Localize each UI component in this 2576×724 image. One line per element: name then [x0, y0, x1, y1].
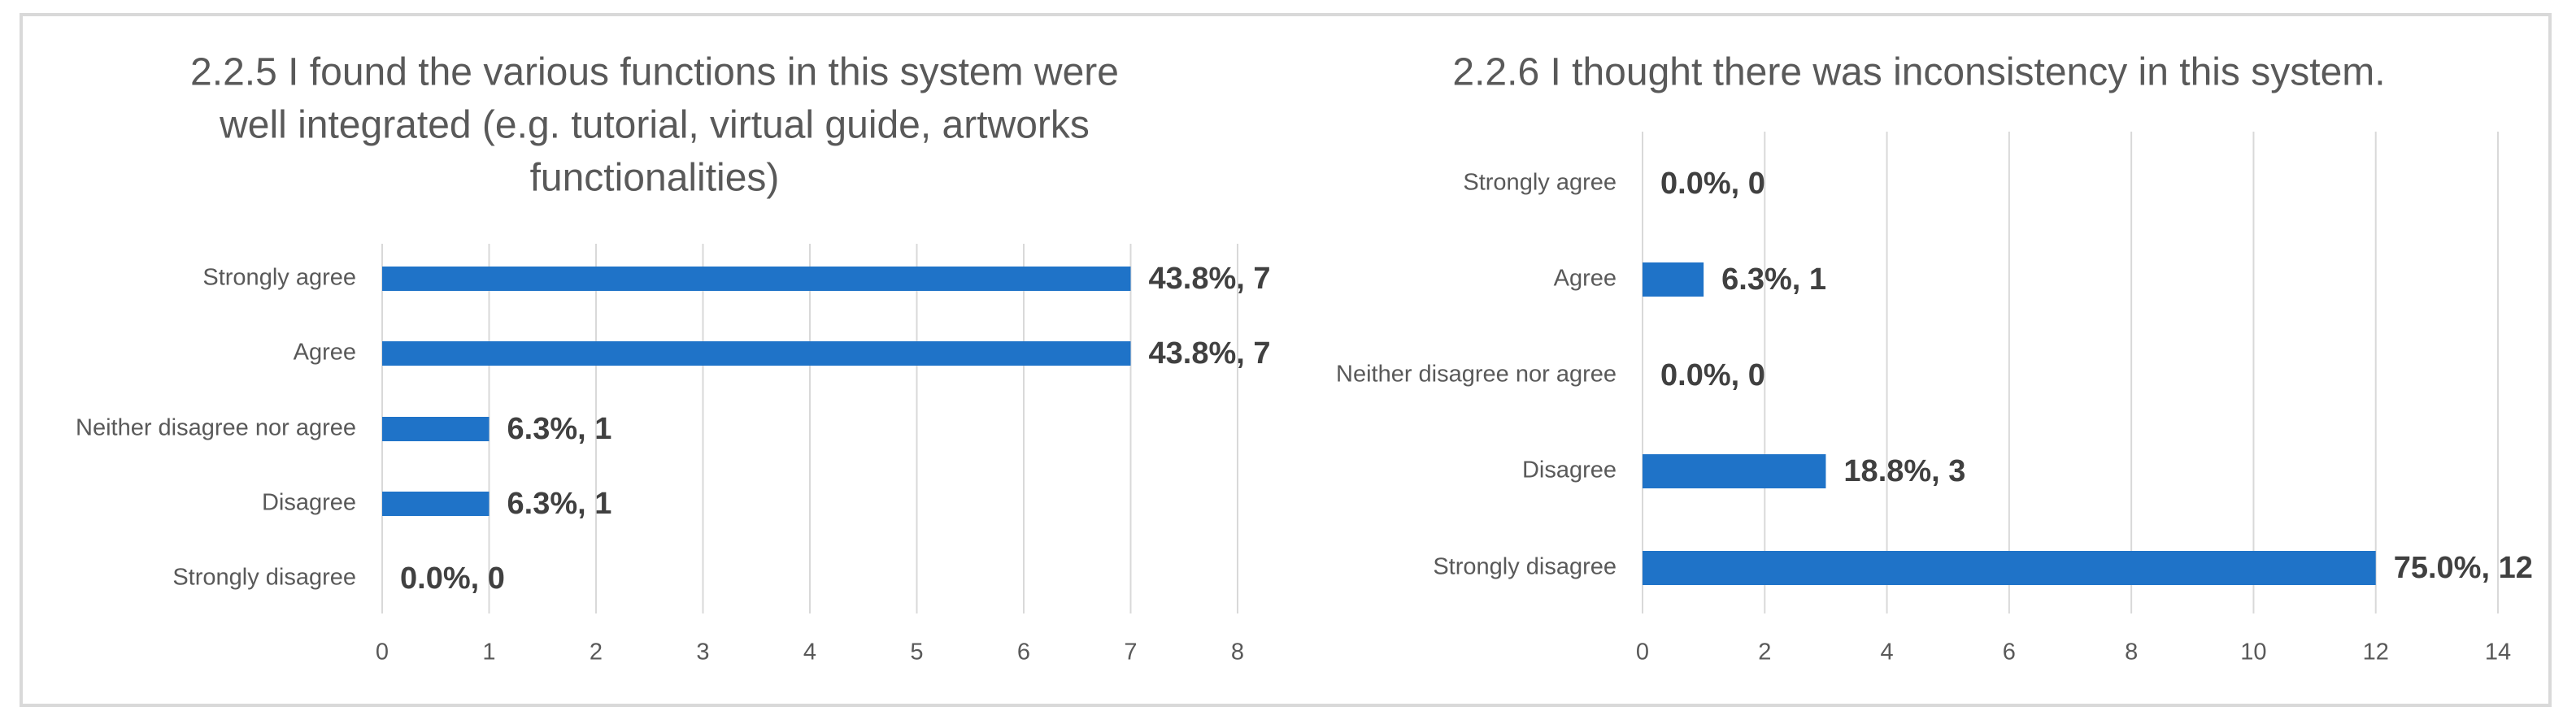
chart2-category-label-agree: Agree: [1554, 266, 1617, 292]
chart2-bar-disagree: [1643, 454, 1826, 488]
chart1-category-label-strongly-disagree: Strongly disagree: [172, 565, 356, 591]
chart2-title-line-1: 2.2.6 I thought there was inconsistency …: [1452, 51, 2385, 94]
chart2-bar-agree: [1643, 262, 1704, 297]
chart2-category-label-strongly-disagree: Strongly disagree: [1433, 554, 1617, 580]
chart2-x-tick-label: 12: [2363, 639, 2389, 665]
chart1-category-label-strongly-agree: Strongly agree: [202, 265, 356, 291]
chart1-x-tick-label: 6: [1017, 639, 1030, 665]
chart1-title-line-2: well integrated (e.g. tutorial, virtual …: [219, 104, 1090, 147]
chart2-category-label-disagree: Disagree: [1522, 457, 1617, 483]
chart1-bar-neither-disagree-nor-agree: [382, 417, 490, 441]
chart2-data-label-neither-disagree-nor-agree: 0.0%, 0: [1660, 358, 1765, 392]
chart2-data-label-strongly-disagree: 75.0%, 12: [2394, 551, 2533, 585]
chart1-bar-disagree: [382, 492, 490, 516]
chart2-x-tick-label: 8: [2125, 639, 2138, 665]
chart1-x-tick-label: 0: [376, 639, 389, 665]
chart1-x-tick-label: 7: [1124, 639, 1137, 665]
chart1-data-label-strongly-agree: 43.8%, 7: [1149, 262, 1271, 296]
chart1-x-tick-label: 4: [803, 639, 816, 665]
chart1-data-label-agree: 43.8%, 7: [1149, 336, 1271, 371]
chart1-bar-agree: [382, 341, 1131, 366]
chart2-x-tick-label: 0: [1636, 639, 1649, 665]
chart2-data-label-agree: 6.3%, 1: [1721, 262, 1826, 297]
chart1-category-label-agree: Agree: [294, 340, 356, 366]
chart2-bar-strongly-disagree: [1643, 551, 2376, 585]
chart1-bar-strongly-agree: [382, 267, 1131, 291]
chart2-category-label-strongly-agree: Strongly agree: [1463, 170, 1617, 196]
chart1-x-tick-label: 3: [696, 639, 709, 665]
chart1-category-label-neither-disagree-nor-agree: Neither disagree nor agree: [76, 415, 356, 441]
chart2-x-tick-label: 2: [1758, 639, 1771, 665]
chart1-title-line-1: 2.2.5 I found the various functions in t…: [190, 51, 1119, 94]
chart1-x-tick-label: 2: [590, 639, 603, 665]
chart1-x-tick-label: 1: [482, 639, 495, 665]
chart2-x-tick-label: 4: [1881, 639, 1894, 665]
chart2-data-label-strongly-agree: 0.0%, 0: [1660, 167, 1765, 201]
chart2-data-label-disagree: 18.8%, 3: [1843, 454, 1965, 488]
chart1-category-label-disagree: Disagree: [262, 490, 356, 516]
chart1-x-tick-label: 5: [910, 639, 923, 665]
chart1-x-tick-label: 8: [1231, 639, 1244, 665]
chart1-title-line-3: functionalities): [530, 157, 780, 200]
chart2-x-tick-label: 14: [2485, 639, 2511, 665]
chart2-category-label-neither-disagree-nor-agree: Neither disagree nor agree: [1336, 362, 1617, 388]
chart1-data-label-strongly-disagree: 0.0%, 0: [400, 561, 505, 596]
chart1-data-label-neither-disagree-nor-agree: 6.3%, 1: [507, 412, 612, 446]
chart2-x-tick-label: 6: [2003, 639, 2016, 665]
chart2-x-tick-label: 10: [2240, 639, 2266, 665]
chart1-data-label-disagree: 6.3%, 1: [507, 487, 612, 521]
